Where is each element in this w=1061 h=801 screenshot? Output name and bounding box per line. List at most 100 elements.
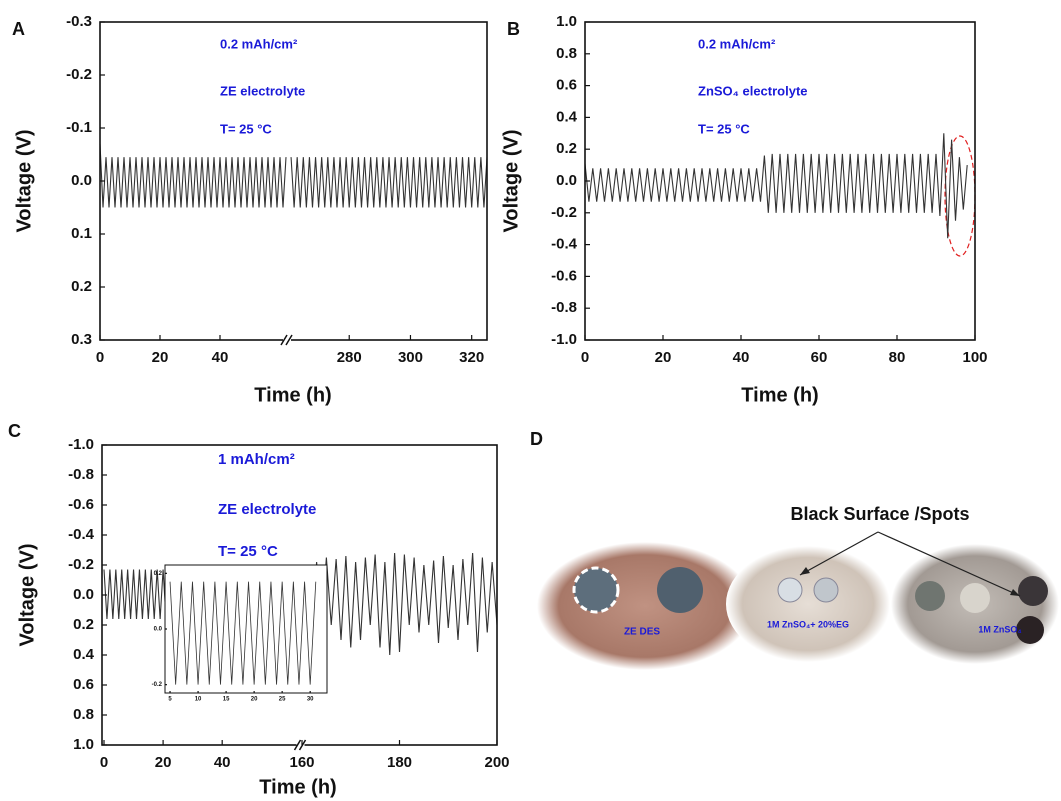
y-tick-label: -0.4 [68,526,95,543]
y-tick-label: 1.0 [73,736,94,753]
x-tick-label: 0 [96,349,104,366]
y-tick-label: -0.2 [152,682,163,688]
x-tick-label: 0 [581,349,589,366]
x-tick-label: 320 [459,349,484,366]
electrode [657,567,703,613]
y-tick-label: 0.0 [154,627,163,633]
y-tick-label: 0.2 [556,140,577,157]
annotation: 0.2 mAh/cm² [220,36,298,51]
photo-heading: Black Surface /Spots [790,504,969,524]
y-axis-label: Voltage (V) [16,544,38,647]
photo-label: 1M ZnSO₄+ 20%EG [767,619,849,629]
y-tick-label: 0.0 [556,172,577,189]
annotation: ZE electrolyte [218,501,316,518]
voltage-trace [584,133,968,239]
annotation: T= 25 °C [218,543,278,560]
photo-eg [726,546,890,662]
annotation: ZE electrolyte [220,83,305,98]
y-tick-label: 0.4 [73,646,95,663]
y-tick-label: 0.2 [154,571,163,577]
y-tick-label: 0.6 [73,676,94,693]
y-tick-label: 0.3 [71,331,92,348]
x-tick-label: 40 [214,754,231,771]
x-tick-label: 40 [212,349,229,366]
y-tick-label: 0.1 [71,225,92,242]
x-axis-label: Time (h) [741,384,818,406]
voltage-trace [99,143,287,208]
x-tick-label: 20 [155,754,172,771]
x-tick-label: 280 [337,349,362,366]
panel-letter: D [530,429,543,449]
electrode [777,577,803,603]
x-tick-label: 180 [387,754,412,771]
y-tick-label: 0.2 [73,616,94,633]
x-tick-label: 200 [484,754,509,771]
x-axis-label: Time (h) [259,776,336,798]
panel-letter: B [507,19,520,39]
electrode [572,566,620,614]
y-tick-label: -0.8 [551,299,577,316]
axis-break [285,334,293,346]
x-tick-label: 20 [251,697,258,703]
electrode [813,577,839,603]
annotation: T= 25 °C [698,121,750,136]
annotation: T= 25 °C [220,121,272,136]
voltage-trace [169,581,317,685]
y-tick-label: -0.6 [551,267,577,284]
y-tick-label: 0.0 [73,586,94,603]
panel-letter: A [12,19,25,39]
y-tick-label: -0.2 [66,66,92,83]
panel-letter: C [8,421,21,441]
arrow-head [1010,589,1020,596]
photo-label: ZE DES [624,627,660,638]
arrow-head [800,567,810,575]
axis-break-gap [296,742,305,748]
axis-break [280,334,288,346]
y-tick-label: -0.2 [68,556,94,573]
voltage-trace [290,157,488,208]
photo-ze-des [537,542,753,670]
y-tick-label: -1.0 [551,331,577,348]
annotation: ZnSO₄ electrolyte [698,83,808,98]
x-tick-label: 0 [100,754,108,771]
axis-break [293,739,302,751]
x-tick-label: 15 [223,697,230,703]
y-tick-label: 0.8 [556,45,577,62]
y-tick-label: -0.2 [551,204,577,221]
y-tick-label: -0.3 [66,13,92,30]
axis-break-gap [283,337,291,343]
y-tick-label: 0.8 [73,706,94,723]
y-tick-label: 0.2 [71,278,92,295]
y-axis-label: Voltage (V) [13,130,35,233]
x-tick-label: 10 [195,697,202,703]
x-axis-label: Time (h) [254,384,331,406]
y-tick-label: -0.4 [551,236,578,253]
y-tick-label: -0.8 [68,466,94,483]
y-tick-label: 0.0 [71,172,92,189]
x-tick-label: 5 [168,697,172,703]
y-tick-label: -1.0 [68,436,94,453]
electrode [1016,616,1044,644]
photo-label: 1M ZnSO₄ [978,624,1021,634]
photo-panel: D Black Surface /Spots ZE DES 1M ZnSO₄+ … [530,429,1059,670]
arrow [877,531,1021,597]
y-tick-label: -0.6 [68,496,94,513]
electrode [915,581,945,611]
y-tick-label: 1.0 [556,13,577,30]
plot-frame [584,21,976,341]
electrode [960,583,990,613]
y-tick-label: 0.4 [556,108,578,125]
arrow [799,531,879,576]
x-tick-label: 80 [889,349,906,366]
y-axis-label: Voltage (V) [500,130,522,233]
y-tick-label: -0.1 [66,119,92,136]
x-tick-label: 20 [655,349,672,366]
x-tick-label: 160 [289,754,314,771]
x-tick-label: 30 [307,697,314,703]
electrode [1018,576,1048,606]
x-tick-label: 60 [811,349,828,366]
y-tick-label: 0.6 [556,77,577,94]
voltage-trace [306,552,498,656]
annotation: 0.2 mAh/cm² [698,36,776,51]
